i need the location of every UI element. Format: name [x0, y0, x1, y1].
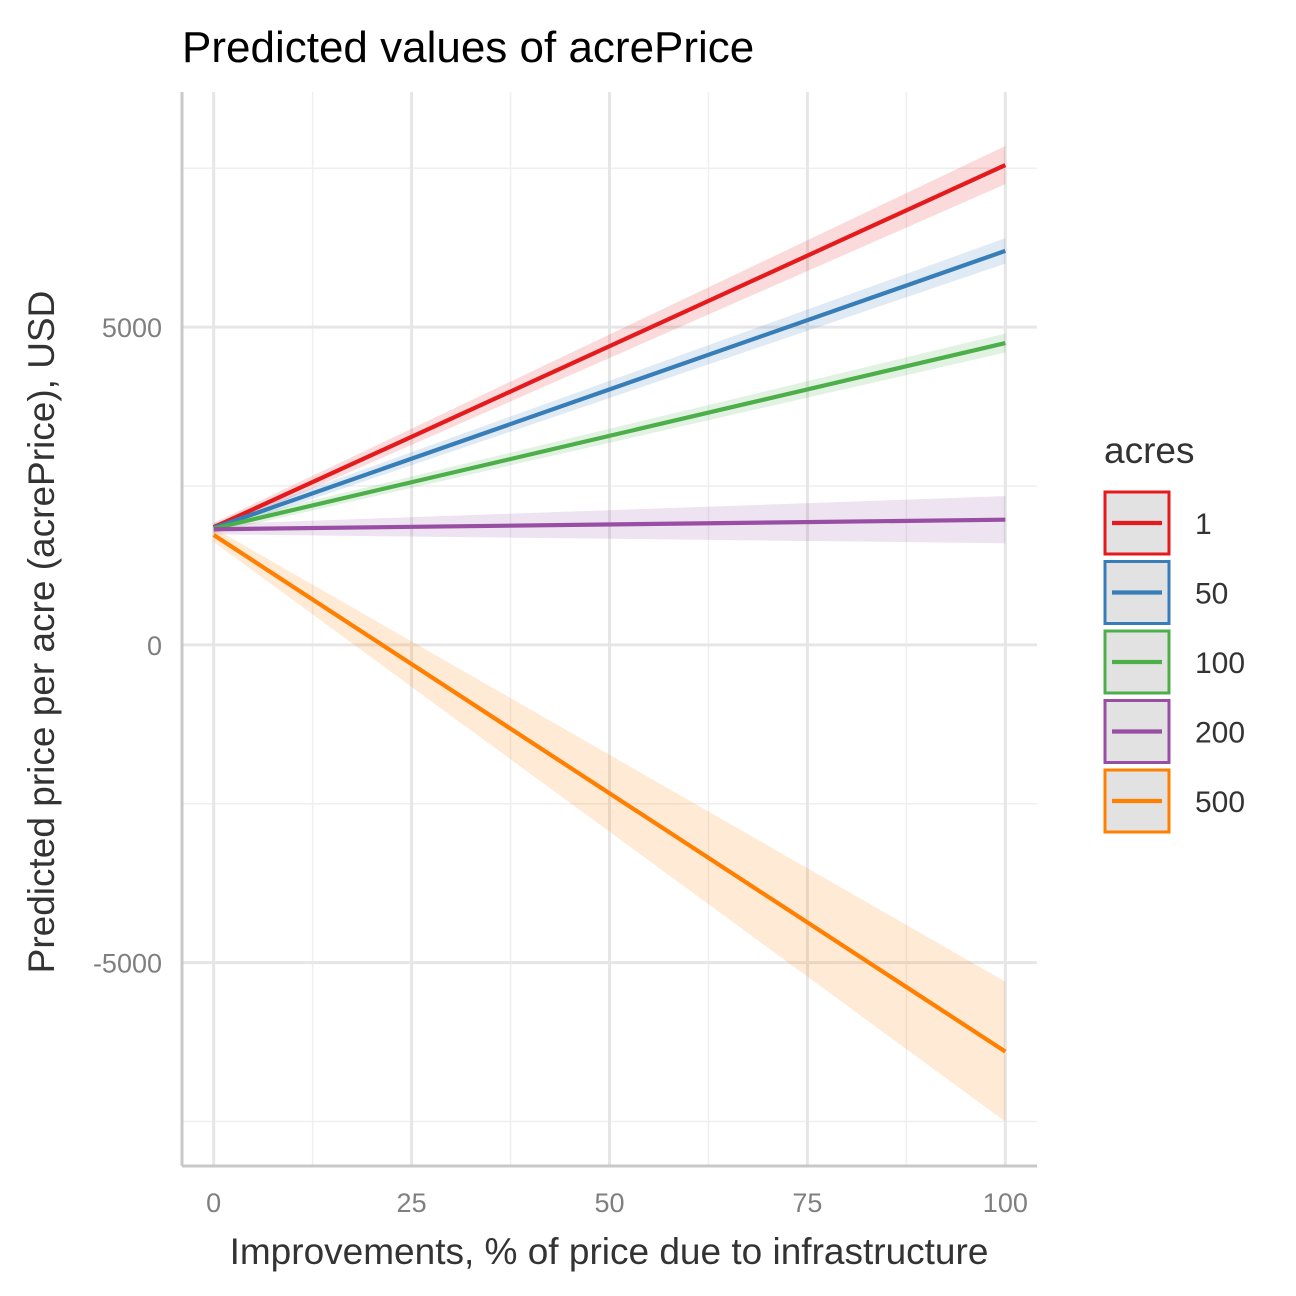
x-tick-label: 100 [983, 1188, 1028, 1218]
legend-item-50: 50 [1103, 560, 1228, 625]
legend-label: 1 [1195, 508, 1212, 541]
x-tick-label: 75 [792, 1188, 822, 1218]
legend-label: 100 [1195, 647, 1245, 680]
series-lines [212, 163, 1007, 1054]
legend-item-1: 1 [1103, 490, 1212, 556]
y-tick-labels: -5000 0 5000 [93, 313, 162, 979]
y-tick-label: -5000 [93, 949, 162, 979]
x-tick-label: 0 [206, 1188, 221, 1218]
x-tick-label: 25 [397, 1188, 427, 1218]
confidence-band-500 [213, 527, 1006, 1122]
legend-label: 500 [1195, 786, 1245, 819]
series-line-500 [212, 533, 1007, 1054]
x-tick-label: 50 [594, 1188, 624, 1218]
legend-item-500: 500 [1103, 768, 1245, 834]
series-line-100 [213, 340, 1006, 531]
legend-title: acres [1104, 430, 1194, 471]
y-tick-label: 0 [147, 631, 162, 661]
series-line-1 [212, 163, 1007, 530]
series-line-50 [212, 248, 1007, 530]
legend-label: 200 [1195, 717, 1245, 750]
legend-label: 50 [1195, 578, 1228, 611]
legend-item-100: 100 [1103, 629, 1245, 695]
legend: acres 1 50 100 200 500 [1103, 430, 1245, 834]
y-axis-title: Predicted price per acre (acrePrice), US… [21, 291, 62, 974]
y-tick-label: 5000 [102, 313, 162, 343]
series-line-200 [213, 517, 1006, 532]
x-axis-title: Improvements, % of price due to infrastr… [230, 1231, 989, 1272]
major-gridlines [182, 92, 1037, 1166]
legend-item-200: 200 [1103, 699, 1245, 764]
chart-title: Predicted values of acrePrice [182, 23, 754, 72]
x-tick-labels: 0 25 50 75 100 [206, 1188, 1028, 1218]
confidence-band-200 [213, 496, 1006, 544]
